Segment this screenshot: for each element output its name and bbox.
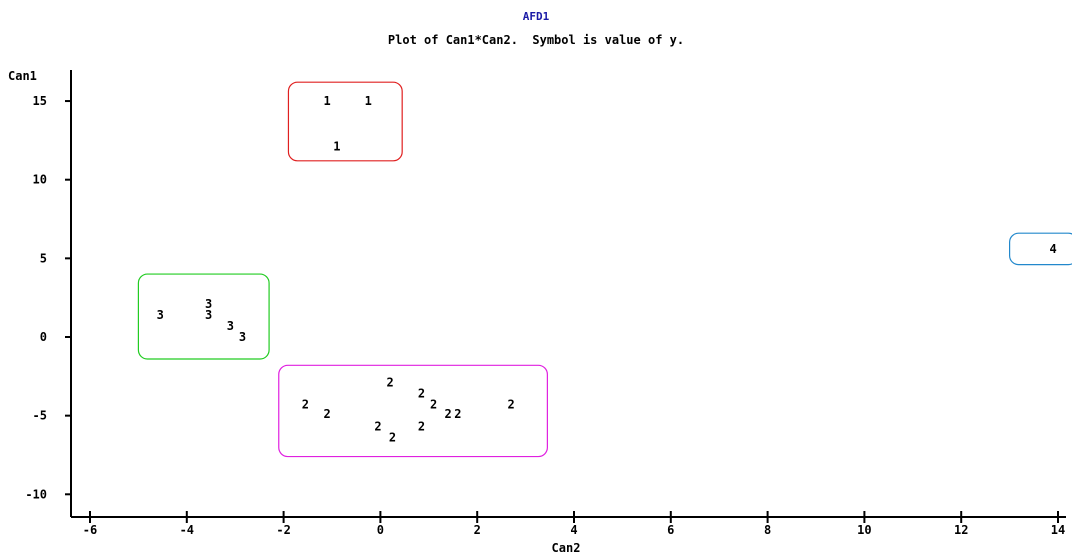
data-point: 2 [386,376,393,390]
y-tick-label: -5 [33,409,47,423]
data-point: 3 [227,319,234,333]
x-axis-label: Can2 [552,541,581,555]
x-tick-label: 2 [474,523,481,537]
data-point: 2 [430,398,437,412]
data-point: 2 [418,420,425,434]
group-box-3 [137,273,270,360]
data-point: 2 [302,398,309,412]
y-tick-label: -10 [25,487,47,501]
data-point: 2 [454,407,461,421]
y-tick-label: 0 [40,330,47,344]
data-point: 3 [157,308,164,322]
data-point: 4 [1050,242,1057,256]
data-point: 3 [205,297,212,311]
y-axis-label: Can1 [8,69,37,83]
group-box-1 [287,81,403,162]
data-point: 2 [389,431,396,445]
x-tick-label: 8 [764,523,771,537]
x-tick-label: -6 [83,523,97,537]
x-tick-label: -2 [276,523,290,537]
data-point: 3 [205,308,212,322]
group-box-2 [278,364,548,458]
y-tick-label: 10 [33,173,47,187]
data-point: 2 [445,407,452,421]
data-point: 1 [333,140,340,154]
data-point: 2 [507,398,514,412]
x-tick-label: -4 [180,523,194,537]
x-tick-label: 4 [570,523,577,537]
y-tick-label: 15 [33,94,47,108]
x-tick-label: 10 [857,523,871,537]
data-point: 2 [324,407,331,421]
data-point: 3 [239,330,246,344]
x-tick-label: 14 [1051,523,1065,537]
chart-title: AFD1 [522,10,550,23]
data-point: 1 [365,94,372,108]
x-tick-label: 6 [667,523,674,537]
y-tick-label: 5 [40,251,47,265]
data-point: 2 [418,387,425,401]
data-point: 2 [374,420,381,434]
group-box-4 [1009,232,1072,266]
chart-subtitle: Plot of Can1*Can2. Symbol is value of y. [387,33,685,47]
x-tick-label: 12 [954,523,968,537]
data-point: 1 [324,94,331,108]
x-tick-label: 0 [377,523,384,537]
